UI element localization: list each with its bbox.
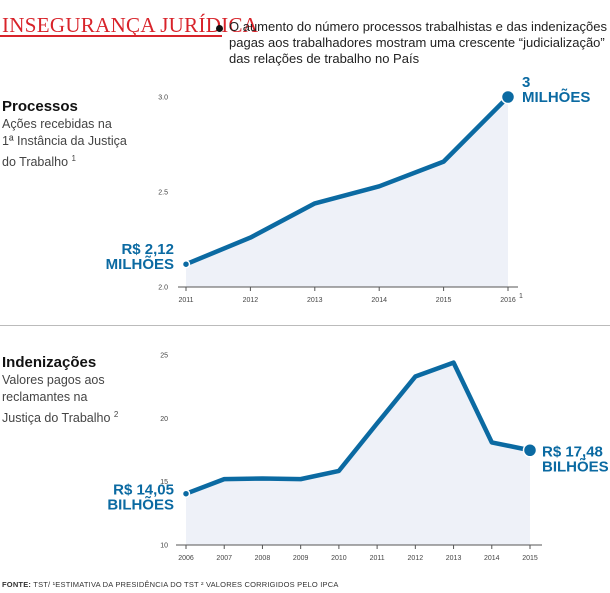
subtitle-line: Justiça do Trabalho 2: [2, 410, 119, 426]
subtitle-line: Ações recebidas na: [2, 117, 112, 131]
x-tick-label: 2014: [484, 555, 500, 562]
x-tick-footnote: 1: [519, 293, 523, 300]
intro-line: pagas aos trabalhadores mostram uma cres…: [229, 35, 605, 50]
processos-title: Processos: [2, 98, 78, 115]
x-tick-label: 2008: [255, 555, 271, 562]
section-divider: [0, 325, 610, 326]
y-tick-label: 2.5: [158, 190, 168, 197]
subtitle-line: reclamantes na: [2, 390, 88, 404]
x-tick-label: 2012: [408, 555, 424, 562]
x-tick-label: 2016: [500, 297, 516, 304]
x-tick-label: 2013: [446, 555, 462, 562]
data-point: [500, 89, 516, 105]
callout-label: MILHÕES: [522, 88, 590, 106]
area-fill: [186, 362, 530, 545]
callout-label: BILHÕES: [542, 457, 609, 475]
data-point: [181, 489, 191, 498]
indenizacoes-title: Indenizações: [2, 354, 97, 371]
x-tick-label: 2006: [178, 555, 194, 562]
y-tick-label: 20: [160, 416, 168, 423]
callout-label: MILHÕES: [106, 255, 174, 273]
bullet-icon: [216, 25, 223, 32]
x-tick-label: 2015: [436, 297, 452, 304]
callout-label: R$ 2,12: [121, 241, 174, 258]
footer-text: TST/ ¹ESTIMATIVA DA PRESIDÊNCIA DO TST ²…: [33, 580, 339, 589]
callout-label: BILHÕES: [107, 496, 174, 514]
x-tick-label: 2013: [307, 297, 323, 304]
data-point: [181, 259, 191, 269]
series-line: [183, 94, 511, 267]
y-tick-label: 25: [160, 353, 168, 360]
x-tick-label: 2010: [331, 555, 347, 562]
page-title: INSEGURANÇA JURÍDICA: [2, 13, 259, 37]
callout-label: 3: [522, 74, 530, 91]
indenizacoes-subtitle: Valores pagos aos reclamantes na Justiça…: [2, 372, 118, 427]
footnote-marker: 2: [113, 410, 119, 419]
area-fill: [186, 97, 508, 287]
subtitle-line: 1ª Instância da Justiça: [2, 134, 127, 148]
x-tick-label: 2007: [216, 555, 232, 562]
intro-line: das relações de trabalho no País: [229, 51, 420, 66]
y-tick-label: 3.0: [158, 95, 168, 102]
series-line: [183, 360, 533, 496]
footnote-marker: 1: [71, 154, 76, 163]
x-tick-label: 2012: [243, 297, 259, 304]
subtitle-line: do Trabalho 1: [2, 154, 76, 170]
data-point: [522, 443, 538, 458]
y-tick-label: 2.0: [158, 285, 168, 292]
x-tick-label: 2014: [371, 297, 387, 304]
x-tick-label: 2011: [178, 297, 193, 304]
title-underline: [0, 35, 222, 37]
y-tick-label: 10: [160, 543, 168, 550]
callout-label: R$ 14,05: [113, 482, 174, 499]
x-tick-label: 2009: [293, 555, 309, 562]
intro-line: O aumento do número processos trabalhist…: [229, 19, 607, 34]
x-tick-label: 2011: [370, 555, 385, 562]
callout-label: R$ 17,48: [542, 443, 603, 460]
processos-subtitle: Ações recebidas na 1ª Instância da Justi…: [2, 116, 127, 171]
y-tick-label: 15: [160, 479, 168, 486]
x-tick-label: 2015: [522, 555, 538, 562]
source-footer: FONTE: TST/ ¹ESTIMATIVA DA PRESIDÊNCIA D…: [2, 580, 339, 589]
footer-label: FONTE:: [2, 580, 32, 589]
subtitle-line: Valores pagos aos: [2, 373, 105, 387]
intro-text: O aumento do número processos trabalhist…: [229, 19, 609, 67]
